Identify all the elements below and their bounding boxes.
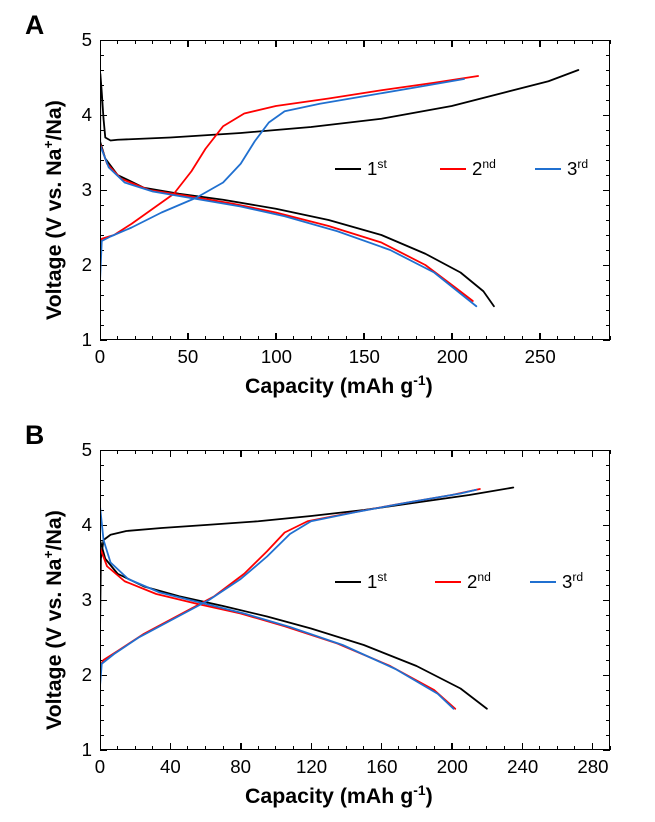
legend-label-third: 3rd	[562, 570, 583, 593]
ylabel-B: Voltage (V vs. Na+/Na)	[40, 510, 67, 730]
plot-B	[100, 450, 610, 750]
ytick-label: 4	[82, 104, 92, 126]
xtick-label: 150	[349, 346, 379, 368]
legend-item-second: 2nd	[440, 157, 496, 180]
xtick-label: 200	[437, 346, 467, 368]
ytick-label: 2	[82, 664, 92, 686]
xtick-label: 40	[155, 756, 185, 778]
legend-item-third: 3rd	[530, 570, 583, 593]
legend-item-first: 1st	[335, 570, 387, 593]
legend-label-second: 2nd	[467, 570, 491, 593]
legend-item-third: 3rd	[535, 157, 588, 180]
ytick-label: 5	[82, 29, 92, 51]
ytick-label: 4	[82, 514, 92, 536]
ytick-label: 3	[82, 179, 92, 201]
xtick-label: 280	[577, 756, 607, 778]
legend-label-third: 3rd	[567, 157, 588, 180]
ytick-label: 3	[82, 589, 92, 611]
legend-line-third	[535, 168, 561, 170]
legend-item-first: 1st	[335, 157, 387, 180]
legend-label-first: 1st	[367, 570, 387, 593]
ytick-label: 5	[82, 439, 92, 461]
ytick-label: 2	[82, 254, 92, 276]
plot-A	[100, 40, 610, 340]
legend-label-first: 1st	[367, 157, 387, 180]
legend-line-second	[440, 168, 466, 170]
xtick-label: 50	[173, 346, 203, 368]
legend-line-first	[335, 168, 361, 170]
xtick-label: 160	[366, 756, 396, 778]
xtick-label: 250	[525, 346, 555, 368]
xtick-label: 200	[437, 756, 467, 778]
xtick-label: 240	[507, 756, 537, 778]
legend-line-second	[435, 581, 461, 583]
legend-label-second: 2nd	[472, 157, 496, 180]
plot-border	[100, 450, 610, 750]
panel-letter-A: A	[25, 10, 44, 41]
xlabel-B: Capacity (mAh g-1)	[245, 782, 433, 809]
xtick-label: 120	[296, 756, 326, 778]
legend-line-first	[335, 581, 361, 583]
xtick-label: 80	[226, 756, 256, 778]
legend-line-third	[530, 581, 556, 583]
ytick-label: 1	[82, 329, 92, 351]
xlabel-A: Capacity (mAh g-1)	[245, 372, 433, 399]
legend-item-second: 2nd	[435, 570, 491, 593]
ytick-label: 1	[82, 739, 92, 761]
plot-border	[100, 40, 610, 340]
panel-letter-B: B	[25, 420, 44, 451]
xtick-label: 100	[261, 346, 291, 368]
ylabel-A: Voltage (V vs. Na+/Na)	[40, 100, 67, 320]
